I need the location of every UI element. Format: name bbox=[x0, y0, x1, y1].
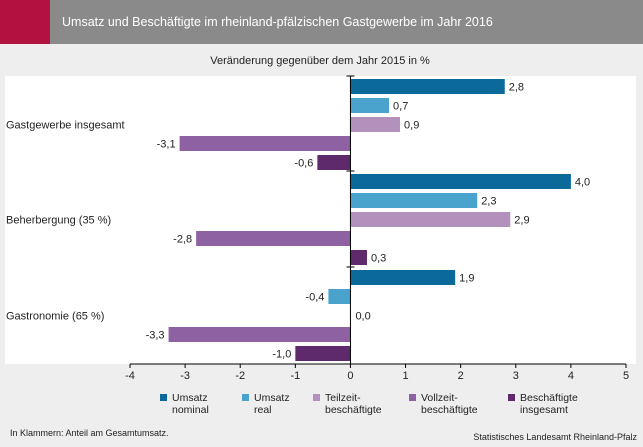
category-label-3: Gastronomie (65 %) bbox=[6, 311, 104, 323]
bar-3-1 bbox=[350, 270, 456, 285]
bar-2-1 bbox=[350, 174, 571, 189]
data-label-3-4: -3,3 bbox=[146, 330, 165, 342]
data-label-3-2: -0,4 bbox=[305, 292, 324, 304]
data-label-2-2: 2,3 bbox=[481, 196, 496, 208]
x-tick-label-1: -4 bbox=[125, 370, 135, 382]
legend-label-5: Beschäftigte insgesamt bbox=[520, 392, 578, 416]
bar-1-5 bbox=[317, 155, 351, 170]
data-label-3-3: 0,0 bbox=[355, 311, 370, 323]
data-label-2-4: -2,8 bbox=[173, 234, 192, 246]
bar-chart: Veränderung gegenüber dem Jahr 2015 in %… bbox=[5, 55, 636, 416]
bar-2-2 bbox=[350, 193, 478, 208]
bar-2-4 bbox=[196, 231, 351, 246]
legend-swatch-3 bbox=[313, 394, 320, 401]
bar-1-2 bbox=[350, 98, 390, 113]
x-tick-label-9: 4 bbox=[568, 370, 574, 382]
legend-label-1: Umsatz nominal bbox=[172, 392, 209, 416]
data-label-2-1: 4,0 bbox=[575, 177, 590, 189]
data-label-1-4: -3,1 bbox=[157, 139, 176, 151]
legend-swatch-2 bbox=[242, 394, 249, 401]
bar-2-5 bbox=[350, 250, 367, 265]
data-label-1-2: 0,7 bbox=[393, 101, 408, 113]
plot-area bbox=[5, 76, 636, 364]
x-tick-label-7: 2 bbox=[458, 370, 464, 382]
x-tick-label-10: 5 bbox=[623, 370, 629, 382]
footnote: In Klammern: Anteil am Gesamtumsatz. bbox=[10, 428, 169, 438]
data-label-2-5: 0,3 bbox=[371, 253, 386, 265]
x-tick-label-4: -1 bbox=[290, 370, 300, 382]
bar-2-3 bbox=[350, 212, 511, 227]
category-label-2: Beherbergung (35 %) bbox=[6, 215, 111, 227]
x-tick-label-5: 0 bbox=[347, 370, 353, 382]
bar-3-2 bbox=[328, 289, 351, 304]
data-label-1-1: 2,8 bbox=[509, 82, 524, 94]
data-label-1-3: 0,9 bbox=[404, 120, 419, 132]
x-tick-label-3: -2 bbox=[235, 370, 245, 382]
bar-1-4 bbox=[179, 136, 351, 151]
bar-1-1 bbox=[350, 79, 505, 94]
legend-label-2: Umsatz real bbox=[254, 392, 290, 416]
x-tick-label-8: 3 bbox=[513, 370, 519, 382]
legend-swatch-1 bbox=[160, 394, 167, 401]
category-label-1: Gastgewerbe insgesamt bbox=[6, 120, 125, 132]
x-tick-label-6: 1 bbox=[402, 370, 408, 382]
legend-swatch-5 bbox=[508, 394, 515, 401]
legend-swatch-4 bbox=[409, 394, 416, 401]
data-label-1-5: -0,6 bbox=[294, 158, 313, 170]
legend-label-3: Teilzeit-beschäftigte bbox=[325, 392, 382, 416]
bar-3-4 bbox=[168, 327, 351, 342]
data-label-3-1: 1,9 bbox=[459, 273, 474, 285]
chart-header-title: Umsatz und Beschäftigte im rheinland-pfä… bbox=[62, 15, 493, 29]
chart-title: Veränderung gegenüber dem Jahr 2015 in % bbox=[210, 55, 430, 67]
source-note: Statistisches Landesamt Rheinland-Pfalz bbox=[473, 432, 637, 442]
data-label-3-5: -1,0 bbox=[272, 349, 291, 361]
bar-1-3 bbox=[350, 117, 401, 132]
x-tick-label-2: -3 bbox=[180, 370, 190, 382]
legend-label-4: Vollzeit-beschäftigte bbox=[421, 392, 478, 416]
bar-3-5 bbox=[295, 346, 351, 361]
header-accent bbox=[0, 0, 50, 44]
header-bar: Umsatz und Beschäftigte im rheinland-pfä… bbox=[0, 0, 643, 44]
data-label-2-3: 2,9 bbox=[514, 215, 529, 227]
